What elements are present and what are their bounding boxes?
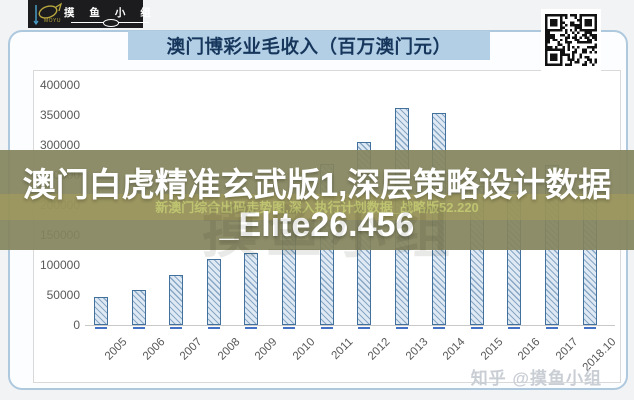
x-axis-tick bbox=[508, 327, 521, 329]
x-axis-tick bbox=[395, 327, 408, 329]
fish-logo-icon: MOYU bbox=[30, 1, 63, 27]
overlay-faint-watermark: 新澳门综合出码走势图,深入执行计划数据_战略版52.220 bbox=[155, 200, 479, 215]
x-axis-tick bbox=[320, 327, 333, 329]
y-tick-label: 300000 bbox=[39, 138, 80, 152]
x-axis-tick bbox=[546, 327, 559, 329]
background-watermark: 摸鱼小组 bbox=[202, 201, 458, 264]
overlay-inner-band bbox=[0, 194, 634, 220]
x-axis-tick bbox=[95, 327, 107, 329]
y-tick-label: 100000 bbox=[39, 258, 80, 272]
chart-title: 澳门博彩业毛收入（百万澳门元） bbox=[166, 35, 452, 57]
y-tick-label: 350000 bbox=[39, 108, 80, 122]
bar bbox=[206, 259, 221, 325]
x-axis-tick bbox=[433, 327, 446, 329]
x-axis-tick bbox=[245, 327, 258, 329]
x-axis-tick bbox=[282, 327, 295, 329]
logo-underline bbox=[71, 19, 150, 27]
overlay-banner: 澳门白虎精准玄武版1,深层策略设计数据 新澳门综合出码走势图,深入执行计划数据_… bbox=[0, 150, 634, 250]
x-axis-tick bbox=[132, 327, 145, 329]
y-tick-label: 50000 bbox=[46, 288, 80, 302]
bar bbox=[94, 296, 108, 325]
x-axis-tick bbox=[207, 327, 220, 329]
x-axis-tick bbox=[358, 327, 371, 329]
logo-brand-text: 摸 鱼 小 组 bbox=[64, 7, 157, 19]
bar bbox=[244, 252, 259, 325]
small-fish-icon bbox=[103, 19, 120, 27]
bar bbox=[169, 274, 184, 325]
overlay-headline: 澳门白虎精准玄武版1,深层策略设计数据 bbox=[22, 166, 612, 203]
qr-code bbox=[541, 9, 601, 71]
overlay-subheadline: _Elite26.456 bbox=[219, 206, 415, 244]
x-axis-tick bbox=[470, 327, 483, 329]
x-axis-tick bbox=[583, 327, 596, 329]
y-tick-label: 0 bbox=[73, 318, 80, 332]
zhihu-watermark: 知乎 @摸鱼小组 bbox=[470, 369, 602, 388]
brand-logo: MOYU 摸 鱼 小 组 bbox=[28, 0, 151, 28]
y-tick-label: 400000 bbox=[39, 78, 80, 92]
chart-title-banner: 澳门博彩业毛收入（百万澳门元） bbox=[128, 31, 490, 60]
bar bbox=[131, 290, 146, 325]
logo-subtext: MOYU bbox=[44, 18, 61, 24]
x-axis-line bbox=[85, 325, 615, 326]
x-axis-tick bbox=[170, 327, 183, 329]
